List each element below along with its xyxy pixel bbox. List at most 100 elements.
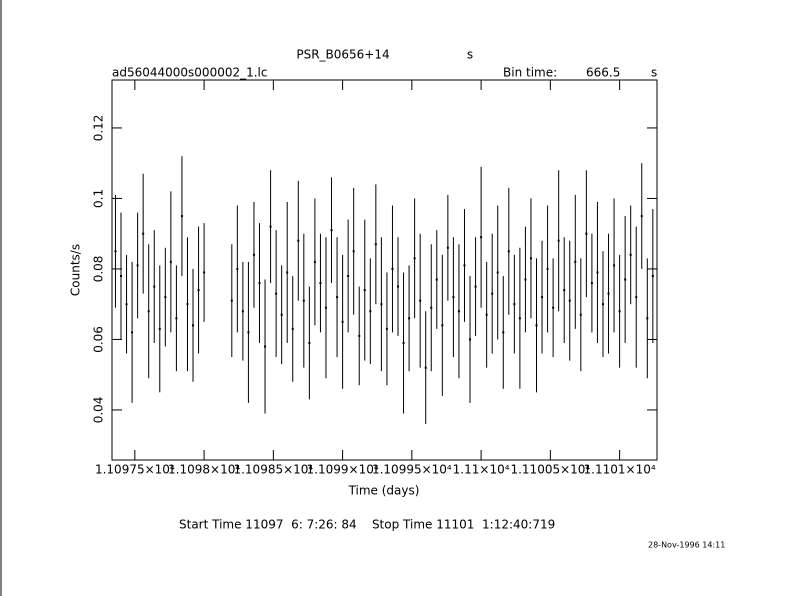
data-point (164, 296, 167, 299)
data-point (585, 232, 588, 235)
data-point (563, 289, 566, 292)
data-point (496, 271, 499, 274)
data-point (601, 303, 604, 306)
data-point (513, 303, 516, 306)
data-point (158, 327, 161, 330)
data-point (380, 303, 383, 306)
data-point (607, 292, 610, 295)
data-point (120, 274, 123, 277)
data-point (557, 239, 560, 242)
data-point (258, 282, 261, 285)
x-tick-label: 1.1101×10⁴ (584, 463, 656, 477)
data-point (552, 306, 555, 309)
plot-frame (111, 79, 658, 461)
data-point (651, 274, 654, 277)
data-point (579, 313, 582, 316)
x-tick-label: 1.1099×10⁴ (307, 463, 379, 477)
data-point (391, 267, 394, 270)
data-point (341, 320, 344, 323)
data-point (441, 324, 444, 327)
data-point (385, 327, 388, 330)
data-point (324, 306, 327, 309)
data-point (457, 310, 460, 313)
data-point (175, 317, 178, 320)
data-point (186, 303, 189, 306)
x-tick-label: 1.10975×10⁴ (95, 463, 175, 477)
data-point (131, 331, 134, 334)
y-tick-label: 0.08 (92, 256, 106, 283)
data-point (640, 215, 643, 218)
data-point (574, 260, 577, 263)
data-point (469, 338, 472, 341)
data-point (635, 296, 638, 299)
data-point (546, 267, 549, 270)
data-point (275, 292, 278, 295)
data-point (241, 310, 244, 313)
data-point (402, 341, 405, 344)
bin-time-label: Bin time: (503, 66, 557, 80)
data-point (596, 271, 599, 274)
data-point (142, 232, 145, 235)
x-tick-label: 1.10995×10⁴ (372, 463, 452, 477)
data-point (435, 278, 438, 281)
data-point (269, 225, 272, 228)
x-axis-label: Time (days) (348, 484, 420, 498)
data-point (319, 282, 322, 285)
data-point (169, 260, 172, 263)
data-point (247, 331, 250, 334)
data-point (529, 257, 532, 260)
y-tick-label: 0.06 (92, 326, 106, 353)
data-point (524, 278, 527, 281)
data-point (518, 317, 521, 320)
data-point (541, 296, 544, 299)
title-unit: s (467, 48, 473, 62)
data-point (485, 313, 488, 316)
y-tick-label: 0.12 (92, 115, 106, 142)
data-point (480, 236, 483, 239)
data-point (236, 267, 239, 270)
data-point (230, 299, 233, 302)
data-point (192, 324, 195, 327)
data-point (369, 310, 372, 313)
data-point (297, 239, 300, 242)
data-point (491, 292, 494, 295)
data-point (125, 303, 128, 306)
y-tick-label: 0.04 (92, 397, 106, 424)
data-point (408, 317, 411, 320)
chart-title: PSR_B0656+14 (296, 48, 389, 62)
data-point (264, 345, 267, 348)
file-name: ad56044000s000002_1.lc (112, 66, 268, 80)
data-point (507, 250, 510, 253)
data-point (613, 264, 616, 267)
data-point (618, 310, 621, 313)
data-point (463, 264, 466, 267)
data-point (302, 299, 305, 302)
data-point (624, 278, 627, 281)
data-point (646, 317, 649, 320)
data-point (474, 285, 477, 288)
data-point (153, 285, 156, 288)
data-point (358, 334, 361, 337)
data-point (147, 310, 150, 313)
data-point (424, 366, 427, 369)
data-point (197, 289, 200, 292)
y-tick-label: 0.1 (92, 189, 106, 208)
x-tick-label: 1.1098×10⁴ (168, 463, 240, 477)
data-point (568, 299, 571, 302)
data-point (629, 253, 632, 256)
data-point (252, 253, 255, 256)
data-point (180, 215, 183, 218)
x-tick-label: 1.10985×10⁴ (233, 463, 313, 477)
data-point (286, 271, 289, 274)
data-point (136, 264, 139, 267)
bin-time-unit: s (651, 66, 657, 80)
data-point (203, 271, 206, 274)
data-point (374, 243, 377, 246)
data-point (397, 285, 400, 288)
data-point (308, 341, 311, 344)
data-point (446, 246, 449, 249)
data-point (590, 282, 593, 285)
footer: 28-Nov-1996 14:11 (648, 541, 725, 550)
data-point (114, 250, 117, 253)
